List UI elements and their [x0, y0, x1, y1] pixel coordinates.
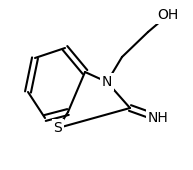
Text: OH: OH [157, 8, 179, 22]
Text: N: N [102, 75, 112, 89]
Text: NH: NH [148, 111, 168, 125]
Text: S: S [54, 121, 62, 135]
